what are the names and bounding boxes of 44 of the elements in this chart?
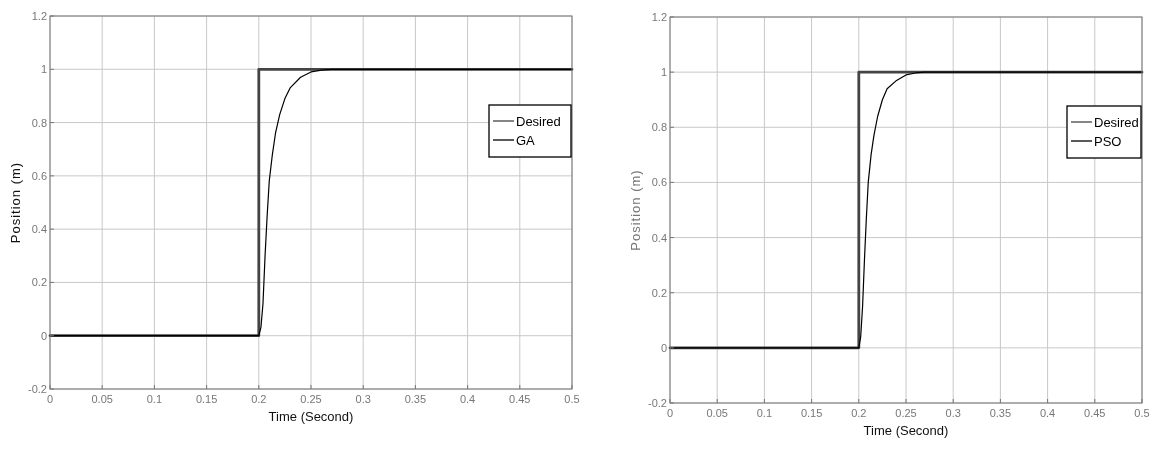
- x-axis-title: Time (Second): [863, 423, 949, 438]
- legend-label: PSO: [1094, 134, 1122, 149]
- y-tick-label: 0: [40, 329, 47, 342]
- y-tick-label: 0: [660, 341, 667, 354]
- y-tick-label: 0.8: [31, 116, 47, 129]
- x-tick-label: 0.1: [756, 407, 773, 419]
- x-tick-label: 0.05: [706, 407, 728, 419]
- y-tick-label: -0.2: [28, 383, 47, 395]
- legend-label: GA: [516, 133, 536, 148]
- x-tick-label: 0.35: [989, 407, 1012, 419]
- x-tick-label: 0.3: [945, 407, 961, 419]
- y-tick-label: 0.8: [651, 121, 667, 134]
- x-tick-label: 0.1: [146, 393, 163, 405]
- y-tick-label: 1: [40, 63, 47, 76]
- x-tick-label: 0.3: [355, 393, 371, 405]
- x-tick-label: 0.35: [404, 393, 427, 405]
- x-tick-label: 0.45: [509, 393, 531, 405]
- x-tick-label: 0.5: [564, 393, 580, 405]
- x-tick-label: 0.25: [895, 407, 917, 419]
- x-axis-title: Time (Second): [268, 409, 354, 424]
- y-tick-label: 0.4: [651, 231, 667, 244]
- x-tick-label: 0.2: [251, 393, 267, 405]
- x-tick-label: 0.15: [195, 393, 218, 405]
- y-tick-label: 0.6: [31, 169, 47, 182]
- x-tick-label: 0.45: [1084, 407, 1106, 419]
- y-axis-title: Position (m): [628, 169, 643, 251]
- y-tick-label: 1.2: [651, 11, 667, 23]
- legend-label: Desired: [516, 114, 561, 129]
- x-tick-label: 0.4: [459, 393, 476, 405]
- y-tick-label: 0.2: [31, 276, 47, 289]
- y-tick-label: 0.4: [31, 223, 47, 236]
- x-tick-label: 0.05: [91, 393, 113, 405]
- y-tick-label: -0.2: [648, 397, 667, 409]
- legend-label: Desired: [1094, 115, 1139, 130]
- y-tick-label: 0.6: [651, 176, 667, 189]
- y-axis-title: Position (m): [8, 161, 23, 244]
- x-tick-label: 0.15: [800, 407, 823, 419]
- y-tick-label: 1.2: [31, 10, 47, 22]
- x-tick-label: 0.5: [1134, 407, 1150, 419]
- x-tick-label: 0.4: [1039, 407, 1056, 419]
- x-tick-label: 0.2: [851, 407, 867, 419]
- x-tick-label: 0.25: [300, 393, 322, 405]
- y-tick-label: 0.2: [651, 286, 667, 299]
- y-tick-label: 1: [660, 66, 667, 79]
